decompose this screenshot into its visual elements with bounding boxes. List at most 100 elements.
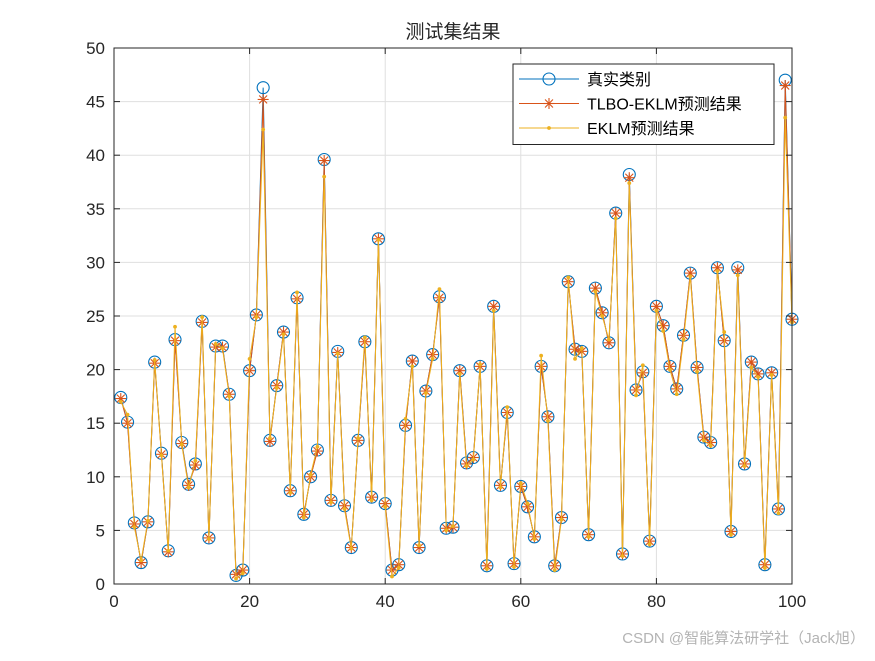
- data-point: [268, 436, 272, 441]
- data-point: [451, 524, 455, 529]
- data-point: [729, 532, 733, 537]
- legend-box: [512, 63, 775, 145]
- data-point: [491, 308, 496, 313]
- data-point: [600, 314, 605, 318]
- data-point: [132, 525, 137, 530]
- legend-entry: EKLM预测结果: [519, 120, 695, 138]
- series-0: [114, 73, 799, 582]
- data-point: [532, 537, 537, 541]
- data-point: [295, 290, 299, 295]
- data-point: [681, 337, 686, 342]
- legend-marker: [547, 126, 551, 130]
- data-point: [134, 556, 148, 570]
- data-point: [240, 571, 245, 576]
- data-point: [521, 500, 535, 514]
- data-point: [762, 566, 767, 570]
- y-tick-label: 0: [96, 575, 105, 594]
- data-point: [342, 507, 347, 511]
- data-point: [518, 481, 523, 486]
- data-point: [193, 458, 198, 463]
- data-point: [708, 443, 713, 448]
- data-point: [776, 511, 781, 516]
- data-point: [227, 394, 232, 399]
- chart-title: 测试集结果: [405, 21, 500, 43]
- data-point: [697, 430, 711, 444]
- data-point: [390, 574, 394, 579]
- legend: 真实类别 TLBO-EKLM预测结果 EKLM预测结果: [512, 63, 775, 145]
- y-tick-label: 40: [86, 146, 105, 165]
- data-point: [335, 351, 340, 356]
- data-point: [471, 457, 476, 462]
- data-point: [607, 337, 611, 342]
- data-point: [329, 500, 333, 505]
- data-point: [159, 453, 164, 458]
- watermark: CSDN @智能算法研学社（Jack旭）: [622, 630, 865, 647]
- data-point: [274, 385, 279, 390]
- data-point: [189, 459, 201, 471]
- series-layer: [114, 73, 799, 582]
- x-tick-label: 100: [778, 592, 806, 611]
- data-point: [505, 405, 510, 410]
- data-point: [166, 548, 171, 553]
- data-point: [779, 80, 791, 92]
- data-point: [498, 485, 503, 490]
- y-tick-label: 25: [86, 307, 105, 326]
- series-line: [120, 85, 793, 576]
- legend-label: TLBO-EKLM预测结果: [587, 96, 742, 114]
- data-point: [234, 576, 238, 581]
- data-point: [749, 365, 754, 370]
- y-tick-label: 35: [86, 200, 105, 219]
- legend-marker: [543, 98, 555, 109]
- data-point: [722, 330, 727, 334]
- y-tick-label: 45: [86, 93, 105, 112]
- data-point: [146, 518, 150, 523]
- data-point: [173, 324, 177, 329]
- data-point: [349, 546, 354, 551]
- data-point: [589, 282, 601, 294]
- y-tick-label: 15: [86, 414, 105, 433]
- data-point: [220, 346, 225, 351]
- data-point: [640, 363, 645, 368]
- data-point: [595, 306, 609, 320]
- data-point: [403, 417, 408, 421]
- data-point: [318, 155, 330, 167]
- data-point: [579, 346, 584, 351]
- data-point: [546, 419, 550, 423]
- data-point: [430, 356, 435, 361]
- data-point: [664, 360, 676, 372]
- data-point: [410, 364, 415, 369]
- x-tick-label: 80: [647, 592, 666, 611]
- data-point: [525, 501, 530, 506]
- data-point: [423, 391, 428, 396]
- data-point: [613, 216, 618, 221]
- series-line: [120, 117, 793, 580]
- data-point: [179, 442, 184, 447]
- data-point: [118, 399, 123, 404]
- data-point: [288, 490, 293, 495]
- y-tick-label: 5: [96, 521, 105, 540]
- data-point: [270, 379, 284, 393]
- data-point: [661, 329, 666, 333]
- series-2: [118, 115, 794, 581]
- x-tick-label: 0: [109, 592, 118, 611]
- data-point: [539, 353, 544, 358]
- x-tick-label: 40: [376, 592, 395, 611]
- data-point: [634, 393, 638, 398]
- data-point: [256, 81, 270, 95]
- data-point: [261, 127, 266, 132]
- data-point: [417, 543, 421, 548]
- data-point: [586, 534, 591, 539]
- data-point: [281, 332, 286, 337]
- data-point: [457, 371, 462, 376]
- data-point: [200, 315, 205, 319]
- data-point: [552, 568, 557, 572]
- data-point: [406, 355, 418, 367]
- data-point: [514, 479, 528, 493]
- data-point: [478, 362, 483, 367]
- data-point: [512, 564, 516, 569]
- data-point: [695, 369, 699, 374]
- data-point: [213, 341, 218, 346]
- data-point: [437, 287, 442, 292]
- data-point: [715, 269, 720, 273]
- data-point: [396, 566, 401, 570]
